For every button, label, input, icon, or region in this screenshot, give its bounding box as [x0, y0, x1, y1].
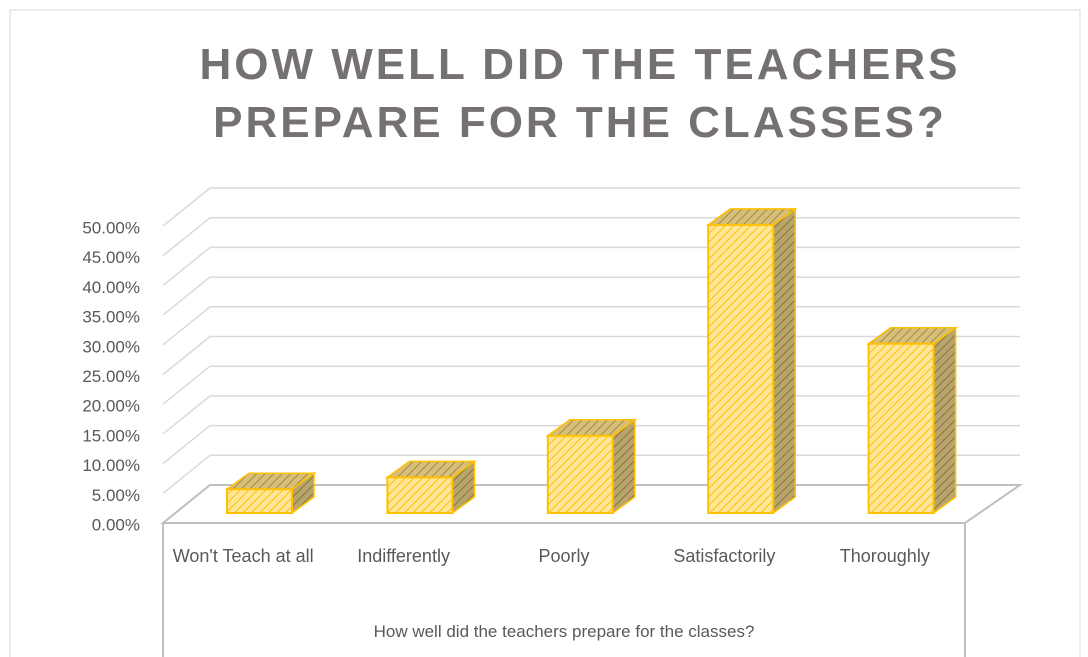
bar [386, 476, 454, 514]
grid-line [162, 246, 211, 286]
x-axis-label: How well did the teachers prepare for th… [373, 622, 755, 641]
grid-line [162, 217, 211, 257]
y-tick-label: 10.00% [82, 456, 140, 475]
grid-line [162, 454, 211, 494]
bar [867, 342, 935, 514]
grid-line [162, 335, 211, 376]
y-tick-label: 45.00% [82, 248, 140, 267]
x-tick-label: Won't Teach at all [172, 546, 314, 566]
bar [546, 434, 614, 514]
grid-line [162, 187, 211, 227]
grid-line [162, 306, 211, 346]
grid-line [162, 425, 211, 465]
y-tick-label: 0.00% [92, 515, 140, 534]
y-tick-label: 20.00% [82, 397, 140, 416]
bar [707, 223, 775, 514]
bar [226, 488, 293, 514]
floor [160, 484, 1024, 524]
x-tick-label: Poorly [538, 546, 590, 566]
grid-line [162, 395, 211, 435]
chart-title: HOW WELL DID THE TEACHERS PREPARE FOR TH… [199, 40, 961, 147]
bar-side [932, 326, 957, 515]
y-tick-label: 50.00% [82, 218, 140, 237]
x-tick-label: Satisfactorily [673, 546, 776, 566]
x-tick-label: Indifferently [357, 546, 450, 566]
y-tick-label: 15.00% [82, 426, 140, 445]
x-tick-label: Thoroughly [839, 546, 930, 566]
y-tick-label: 40.00% [82, 278, 140, 297]
chart-border [9, 9, 1081, 657]
grid-line [162, 276, 211, 316]
grid-line [162, 365, 211, 405]
y-tick-label: 5.00% [92, 486, 140, 505]
bar-side [772, 207, 796, 515]
y-tick-label: 30.00% [82, 337, 140, 356]
y-tick-label: 25.00% [82, 367, 140, 386]
y-tick-label: 35.00% [82, 308, 140, 327]
